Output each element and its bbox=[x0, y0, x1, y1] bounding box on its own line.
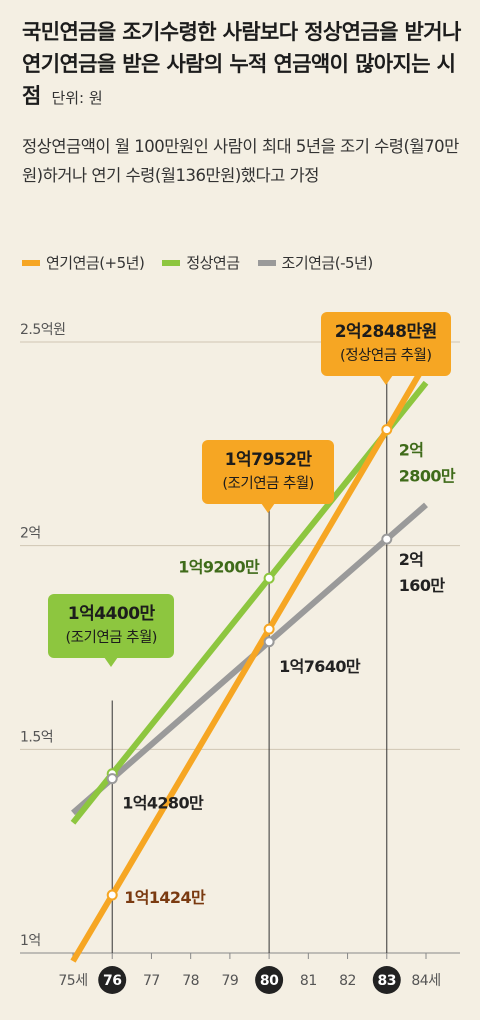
x-highlight-circle-83 bbox=[372, 966, 401, 994]
legend-swatch-gray bbox=[257, 259, 276, 266]
callout-note-83: (정상연금 추월) bbox=[340, 348, 432, 364]
x-tick-label-79: 79 bbox=[221, 973, 238, 989]
x-tick-label-82: 82 bbox=[339, 973, 356, 989]
legend-item-normal: 정상연금 bbox=[162, 252, 240, 273]
legend-label-normal: 정상연금 bbox=[186, 254, 240, 272]
x-tick-label-77: 77 bbox=[143, 973, 160, 989]
point-marker-orange-83 bbox=[381, 424, 393, 436]
x-tick-label-84: 84세 bbox=[411, 973, 440, 989]
y-tick-label-2: 2억 bbox=[20, 526, 41, 542]
x-tick-label-78: 78 bbox=[182, 973, 199, 989]
x-tick-label-81: 81 bbox=[300, 973, 317, 989]
value-label-5: 2800만 bbox=[399, 467, 456, 486]
chart-subtitle: 정상연금액이 월 100만원인 사람이 최대 5년을 조기 수령(월70만원)하… bbox=[22, 137, 459, 185]
value-label-1: 1억4280만 bbox=[122, 794, 204, 813]
value-label-0: 1억1424만 bbox=[124, 888, 206, 907]
point-marker-orange-80 bbox=[263, 623, 275, 635]
point-marker-green-80 bbox=[263, 572, 275, 584]
x-highlight-circle-76 bbox=[98, 966, 127, 994]
legend-label-deferred: 연기연금(+5년) bbox=[46, 254, 145, 272]
point-marker-gray-76 bbox=[106, 773, 118, 785]
point-marker-gray-83 bbox=[381, 533, 393, 545]
callout-76: 1억4400만 (조기연금 추월) bbox=[48, 594, 175, 667]
y-tick-label-3: 2.5억원 bbox=[20, 322, 66, 338]
value-label-7: 160만 bbox=[399, 576, 446, 595]
x-tick-label-75: 75세 bbox=[58, 973, 87, 989]
chart-title: 국민연금을 조기수령한 사람보다 정상연금을 받거나 연기연금을 받은 사람의 … bbox=[22, 16, 462, 114]
value-label-6: 2억 bbox=[399, 550, 424, 569]
callout-value-83: 2억2848만원 bbox=[334, 322, 438, 342]
legend-swatch-green bbox=[162, 259, 181, 266]
y-tick-label-0: 1억 bbox=[20, 933, 41, 949]
x-tick-label-76: 76 bbox=[103, 973, 121, 989]
callout-83: 2억2848만원 (정상연금 추월) bbox=[320, 312, 451, 385]
callout-value-80: 1억7952만 bbox=[224, 450, 312, 470]
value-label-3: 1억7640만 bbox=[279, 657, 361, 676]
y-tick-label-1: 1.5억 bbox=[20, 729, 53, 745]
callout-note-80: (조기연금 추월) bbox=[222, 476, 314, 492]
legend-label-early: 조기연금(-5년) bbox=[281, 254, 374, 272]
legend-item-early: 조기연금(-5년) bbox=[257, 252, 374, 273]
unit-label: 단위: 원 bbox=[51, 89, 103, 107]
x-tick-label-80: 80 bbox=[260, 973, 279, 989]
legend: 연기연금(+5년) 정상연금 조기연금(-5년) bbox=[22, 252, 472, 273]
point-marker-gray-80 bbox=[263, 636, 275, 648]
point-marker-orange-76 bbox=[106, 889, 118, 901]
callout-value-76: 1억4400만 bbox=[67, 604, 155, 624]
chart-title-text: 국민연금을 조기수령한 사람보다 정상연금을 받거나 연기연금을 받은 사람의 … bbox=[22, 20, 461, 108]
value-label-4: 2억 bbox=[399, 441, 424, 460]
value-label-2: 1억9200만 bbox=[178, 557, 260, 576]
x-highlight-circle-80 bbox=[255, 966, 284, 994]
legend-swatch-orange bbox=[22, 259, 40, 266]
x-tick-label-83: 83 bbox=[378, 973, 396, 989]
legend-item-deferred: 연기연금(+5년) bbox=[22, 252, 145, 273]
callout-note-76: (조기연금 추월) bbox=[65, 630, 157, 646]
callout-80: 1억7952만 (조기연금 추월) bbox=[202, 440, 335, 513]
